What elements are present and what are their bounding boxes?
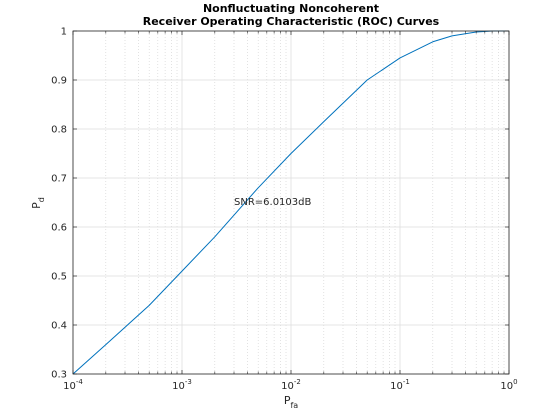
x-axis-label-main: P (284, 394, 291, 407)
x-tick-exponent: 0 (513, 378, 517, 386)
x-tick-label: 10-2 (281, 378, 301, 392)
y-tick-label: 0.6 (51, 223, 67, 234)
x-tick-base: 10 (390, 381, 403, 392)
y-tick-label: 0.8 (51, 125, 67, 136)
x-tick-label: 10-1 (390, 378, 410, 392)
y-tick-label: 0.4 (51, 321, 67, 332)
y-axis-label-main: P (30, 202, 43, 209)
x-tick-label: 10-3 (172, 378, 192, 392)
x-tick-exponent: -4 (76, 378, 84, 386)
y-tick-label: 0.9 (51, 76, 67, 87)
y-tick-label: 0.5 (51, 272, 67, 283)
x-tick-exponent: -1 (403, 378, 410, 386)
ticks: 10-4 10-3 10-2 10-1 1000.30.40.50.60.70.80.9… (51, 27, 518, 393)
x-axis-label: Pfa (284, 394, 298, 410)
x-tick-base: 10 (172, 381, 185, 392)
x-tick-exponent: -2 (294, 378, 301, 386)
x-tick-exponent: -3 (185, 378, 192, 386)
x-tick-label: 10-4 (63, 378, 83, 392)
snr-annotation: SNR=6.0103dB (234, 197, 311, 208)
y-tick-label: 0.7 (51, 174, 67, 185)
y-axis-label: Pd (30, 197, 46, 209)
roc-curve-line (72, 30, 509, 375)
x-tick-base: 10 (63, 381, 76, 392)
y-tick-label: 1 (61, 27, 67, 38)
x-tick-base: 10 (500, 381, 513, 392)
x-tick-label: 100 (500, 378, 517, 392)
y-axis-label-sub: d (37, 197, 46, 202)
series-layer (72, 30, 509, 375)
x-axis-label-sub: fa (290, 401, 298, 410)
chart-title-line-2: Receiver Operating Characteristic (ROC) … (143, 15, 440, 28)
x-tick-base: 10 (281, 381, 294, 392)
chart-title-line-1: Nonfluctuating Noncoherent (203, 2, 379, 15)
y-tick-label: 0.3 (51, 370, 67, 381)
